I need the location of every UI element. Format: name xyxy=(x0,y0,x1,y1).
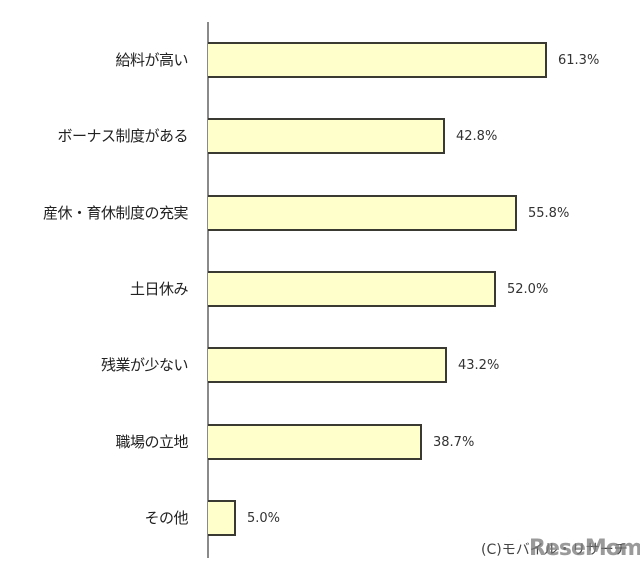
category-label: 残業が少ない xyxy=(100,356,189,374)
bar xyxy=(208,347,447,383)
bar-row: 給料が高い 61.3% xyxy=(0,42,640,78)
value-label: 5.0% xyxy=(247,511,281,526)
category-label: 職場の立地 xyxy=(115,433,188,451)
category-label: 土日休み xyxy=(129,280,189,298)
bar xyxy=(208,195,517,231)
bar-row: 残業が少ない 43.2% xyxy=(0,347,640,383)
bar xyxy=(208,424,422,460)
bar-row: 職場の立地 38.7% xyxy=(0,424,640,460)
bar-row: 土日休み 52.0% xyxy=(0,271,640,307)
value-label: 61.3% xyxy=(558,53,600,68)
bar-row: ボーナス制度がある 42.8% xyxy=(0,118,640,154)
category-label: 給料が高い xyxy=(115,51,188,69)
category-label: 産休・育休制度の充実 xyxy=(42,204,189,222)
bar-row: その他 5.0% xyxy=(0,500,640,536)
bar-row: 産休・育休制度の充実 55.8% xyxy=(0,195,640,231)
watermark-logo: ReseMom xyxy=(529,536,640,561)
category-label: その他 xyxy=(144,509,188,527)
bar xyxy=(208,42,547,78)
copyright-credit: (C)モバイル・リサーチ xyxy=(481,542,628,558)
bar xyxy=(208,500,236,536)
value-label: 55.8% xyxy=(528,206,570,221)
bar xyxy=(208,271,496,307)
category-label: ボーナス制度がある xyxy=(57,127,188,145)
value-label: 43.2% xyxy=(458,358,500,373)
value-label: 52.0% xyxy=(507,282,549,297)
value-label: 38.7% xyxy=(433,435,475,450)
value-label: 42.8% xyxy=(456,129,498,144)
bar xyxy=(208,118,445,154)
